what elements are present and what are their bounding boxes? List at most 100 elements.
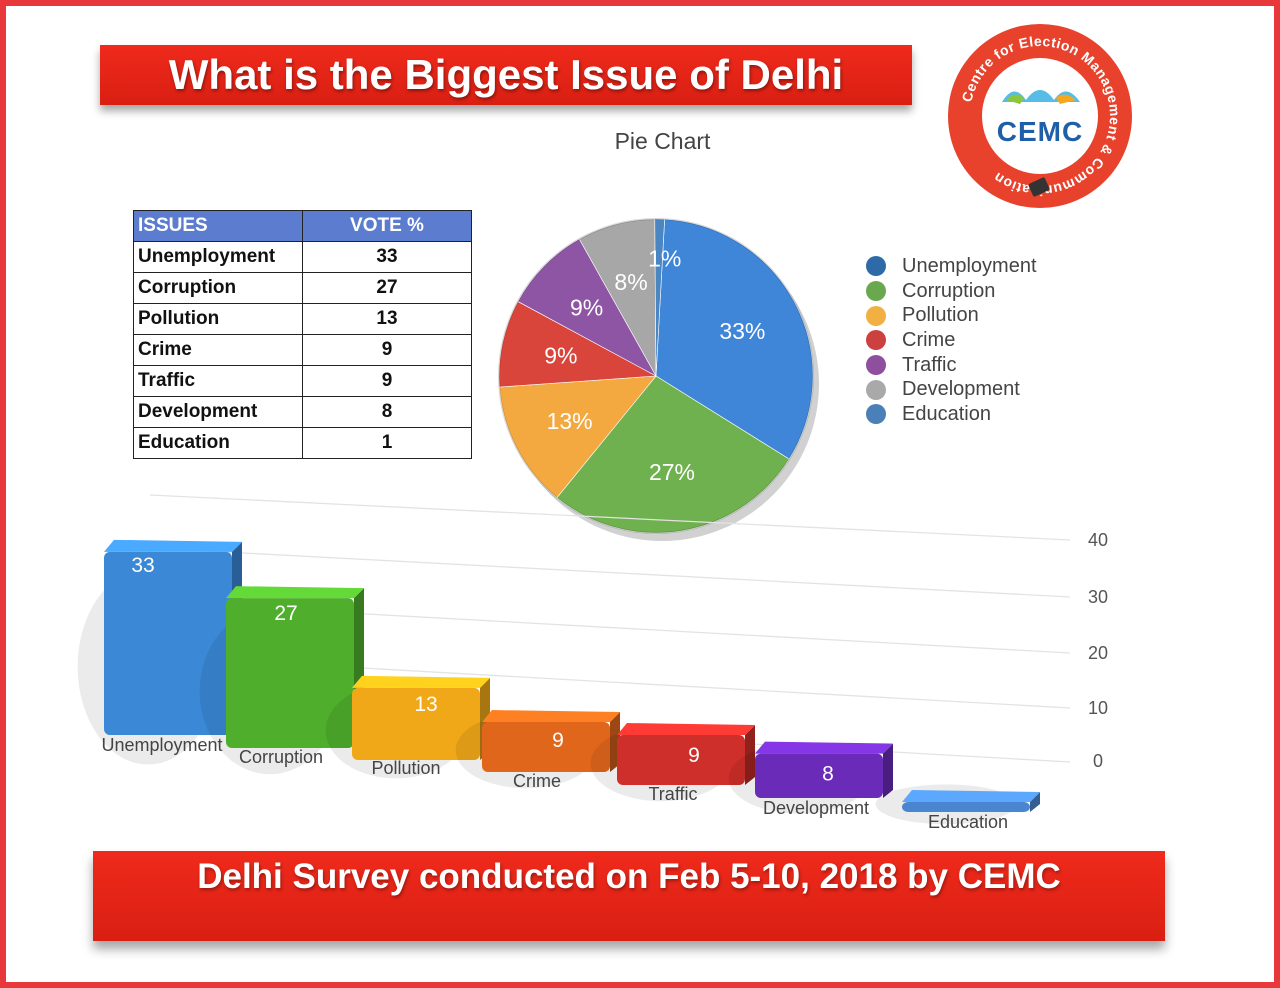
table-row: Unemployment 33 <box>133 241 472 273</box>
table-row: Crime 9 <box>133 334 472 366</box>
pie-label-unemployment: 33% <box>719 318 765 344</box>
legend-label: Education <box>902 402 991 425</box>
pie-chart: 33% 27% 13% 9% 9% 8%1% <box>498 218 819 541</box>
pie-slice-crime <box>498 301 658 388</box>
pie-legend: Unemployment Corruption Pollution Crime Traf… <box>866 254 1037 427</box>
table-row: Education 1 <box>133 427 472 459</box>
bar-crime: 9 <box>455 710 620 789</box>
y-tick-label: 40 <box>1088 530 1108 550</box>
bar-front <box>902 802 1030 812</box>
legend-item: Corruption <box>866 279 1037 304</box>
logo-leaf-shape <box>1006 94 1024 104</box>
issue-vote: 8 <box>302 396 472 428</box>
table-row: Development 8 <box>133 396 472 428</box>
bar-front <box>482 722 610 772</box>
bar-front <box>226 598 354 748</box>
header-vote: VOTE % <box>302 210 472 242</box>
legend-swatch <box>866 404 886 425</box>
y-tick-label: 10 <box>1088 698 1108 718</box>
bar-top <box>755 741 893 754</box>
legend-swatch <box>866 281 886 302</box>
logo-leaf-shape-2 <box>1056 94 1076 104</box>
legend-swatch <box>866 330 886 351</box>
table-row: Pollution 13 <box>133 303 472 335</box>
bar-top <box>902 790 1040 802</box>
bar-gridline <box>149 494 1071 541</box>
page-title: What is the Biggest Issue of Delhi <box>168 51 844 98</box>
pie-label-education: 1% <box>648 245 681 271</box>
footer-banner: Delhi Survey conducted on Feb 5-10, 2018… <box>93 851 1165 941</box>
pie-slice-traffic <box>517 238 657 377</box>
legend-label: Corruption <box>902 279 996 302</box>
legend-label: Crime <box>902 328 956 351</box>
y-tick-label: 30 <box>1088 587 1108 607</box>
legend-item: Pollution <box>866 303 1037 328</box>
x-category-label: Crime <box>513 771 561 791</box>
issue-vote: 27 <box>302 272 472 304</box>
issues-table: ISSUES VOTE % Unemployment 33 Corruption… <box>133 210 472 459</box>
bar-traffic: 9 <box>590 723 755 802</box>
bar-top <box>617 723 755 736</box>
bar-front <box>617 735 745 785</box>
issue-name: Development <box>133 396 303 428</box>
table-row: Corruption 27 <box>133 272 472 304</box>
cemc-logo: Centre for Election Management & Communi… <box>948 24 1132 208</box>
bar-development: 8 <box>728 741 893 814</box>
legend-label: Unemployment <box>902 254 1037 277</box>
bar-value-label: 33 <box>131 554 154 577</box>
pie-slice-education <box>654 218 665 377</box>
bar-gridline <box>149 547 1071 598</box>
bar-chart: 0 10 20 30 40 33 27 13 9 9 8 Unemployment Corruption… <box>77 494 1108 832</box>
legend-swatch <box>866 305 886 326</box>
pie-label-corruption: 27% <box>649 459 695 485</box>
legend-label: Traffic <box>902 353 957 376</box>
x-category-label: Pollution <box>371 758 440 778</box>
table-row: Traffic 9 <box>133 365 472 397</box>
y-tick-label: 20 <box>1088 643 1108 663</box>
issue-vote: 13 <box>302 303 472 335</box>
x-category-label: Unemployment <box>101 735 222 755</box>
issue-name: Education <box>133 427 303 459</box>
pie-label-crime: 9% <box>544 343 577 369</box>
legend-swatch <box>866 379 886 400</box>
legend-item: Crime <box>866 328 1037 353</box>
bar-value-label: 9 <box>552 729 564 752</box>
pie-chart-title: Pie Chart <box>614 128 711 154</box>
bar-top <box>482 710 620 723</box>
bar-front <box>755 753 883 798</box>
legend-item: Unemployment <box>866 254 1037 279</box>
bar-value-label: 9 <box>688 744 700 767</box>
bar-top <box>352 675 490 688</box>
issue-vote: 9 <box>302 334 472 366</box>
legend-item: Traffic <box>866 353 1037 378</box>
issue-vote: 9 <box>302 365 472 397</box>
legend-item: Education <box>866 402 1037 427</box>
pie-slice-corruption <box>556 375 790 534</box>
legend-label: Development <box>902 378 1020 401</box>
bar-side <box>745 725 755 785</box>
legend-item: Development <box>866 377 1037 402</box>
issue-name: Pollution <box>133 303 303 335</box>
logo-letters: CEMC <box>997 116 1083 147</box>
footer-text: Delhi Survey conducted on Feb 5-10, 2018… <box>197 857 1061 896</box>
pie-slice-pollution <box>499 375 657 499</box>
legend-swatch <box>866 355 886 376</box>
pie-label-development: 8% <box>614 269 647 295</box>
issue-vote: 33 <box>302 241 472 273</box>
pie-label-traffic: 9% <box>570 295 603 321</box>
pie-label-pollution: 13% <box>547 408 593 434</box>
bar-front <box>104 551 232 735</box>
bar-value-label: 27 <box>274 602 297 625</box>
issue-name: Unemployment <box>133 241 303 273</box>
legend-swatch <box>866 256 886 277</box>
bar-side <box>883 743 893 798</box>
issue-name: Crime <box>133 334 303 366</box>
bar-top <box>226 586 364 599</box>
x-category-label: Corruption <box>239 747 323 767</box>
y-tick-label: 0 <box>1093 751 1103 771</box>
issue-vote: 1 <box>302 427 472 459</box>
bar-value-label: 13 <box>414 693 437 716</box>
legend-label: Pollution <box>902 304 979 327</box>
bar-side <box>1030 792 1040 812</box>
table-header-row: ISSUES VOTE % <box>133 210 472 242</box>
